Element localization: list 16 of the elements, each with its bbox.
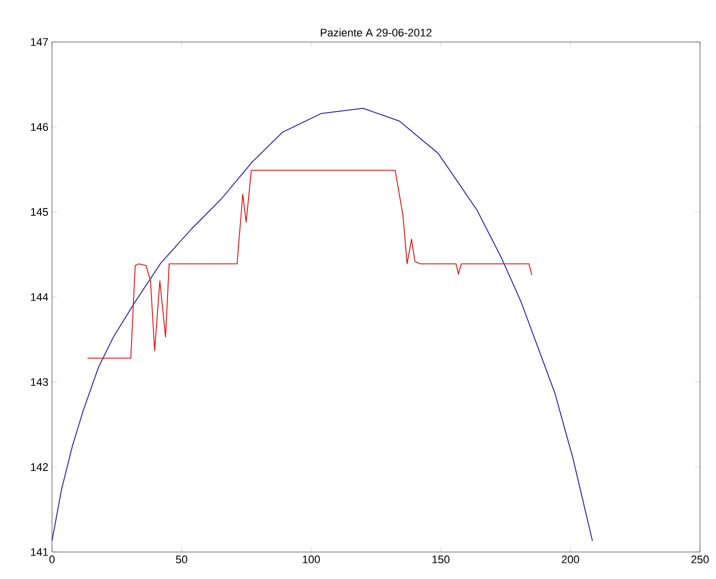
- x-tick-label: 0: [49, 556, 55, 564]
- y-tick-label: 141: [31, 548, 48, 556]
- x-tick-label: 200: [562, 556, 580, 564]
- x-tick-label: 100: [302, 556, 320, 564]
- x-tick-label: 150: [432, 556, 450, 564]
- y-tick-label: 145: [31, 208, 48, 216]
- y-tick-label: 143: [31, 378, 48, 386]
- x-tick-label: 50: [176, 556, 188, 564]
- x-tick-label: 250: [691, 556, 709, 564]
- chart-title: Paziente A 29-06-2012: [320, 28, 432, 37]
- y-tick-label: 147: [31, 38, 48, 46]
- y-tick-label: 144: [31, 293, 48, 301]
- line-series: [87, 170, 532, 359]
- y-tick-label: 142: [31, 463, 48, 471]
- line-series: [52, 108, 593, 542]
- y-tick-label: 146: [31, 123, 48, 131]
